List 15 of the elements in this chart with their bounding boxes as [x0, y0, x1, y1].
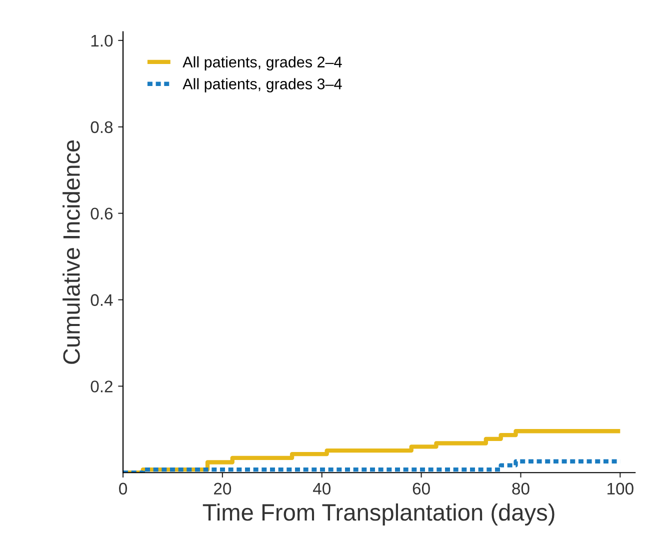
x-tick-label: 100	[608, 482, 634, 495]
x-tick-label: 40	[312, 482, 330, 495]
x-tick-label: 0	[119, 482, 128, 495]
x-tick-label: 20	[214, 482, 232, 495]
y-tick-label: 0.8	[90, 121, 113, 134]
y-tick-label: 0.2	[90, 380, 112, 392]
x-tick-label: 80	[512, 482, 530, 495]
y-tick-label: 0.6	[90, 208, 113, 220]
legend-label: All patients, grades 3–4	[182, 78, 342, 92]
y-axis-title: Cumulative Incidence	[62, 140, 80, 364]
legend-label: All patients, grades 2–4	[182, 56, 342, 70]
x-tick-label: 60	[412, 482, 430, 495]
x-axis-title: Time From Transplantation (days)	[202, 503, 554, 526]
y-tick-label: 0.4	[90, 294, 113, 306]
y-tick-label: 1.0	[91, 34, 113, 47]
